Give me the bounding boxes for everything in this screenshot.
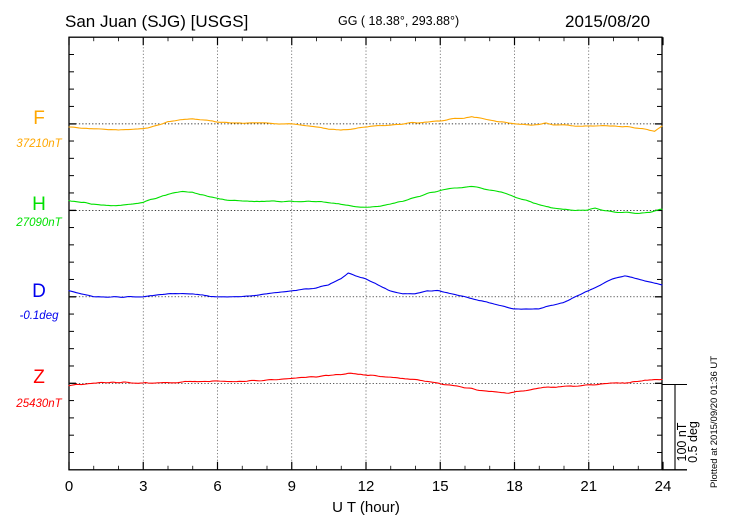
svg-text:12: 12 [358,478,375,495]
svg-text:6: 6 [213,478,221,495]
svg-text:9: 9 [288,478,296,495]
svg-text:18: 18 [506,478,523,495]
svg-text:0: 0 [65,478,73,495]
svg-text:24: 24 [655,478,672,495]
svg-text:Z: Z [33,367,45,388]
svg-text:21: 21 [580,478,597,495]
svg-text:-0.1deg: -0.1deg [19,310,59,322]
svg-text:25430nT: 25430nT [15,398,62,410]
svg-text:San Juan (SJG) [USGS]: San Juan (SJG) [USGS] [65,12,248,31]
svg-text:D: D [32,281,46,302]
svg-text:F: F [33,108,45,129]
svg-text:3: 3 [139,478,147,495]
svg-text:H: H [32,194,46,215]
svg-text:2015/08/20: 2015/08/20 [565,12,650,31]
svg-text:U T (hour): U T (hour) [332,499,400,516]
svg-text:Plotted at 2015/09/20 01:36 UT: Plotted at 2015/09/20 01:36 UT [709,356,720,488]
svg-text:37210nT: 37210nT [16,138,62,150]
svg-text:GG ( 18.38°, 293.88°): GG ( 18.38°, 293.88°) [338,14,459,28]
svg-text:0.5 deg: 0.5 deg [686,421,700,463]
svg-text:27090nT: 27090nT [15,217,62,229]
svg-text:15: 15 [432,478,449,495]
